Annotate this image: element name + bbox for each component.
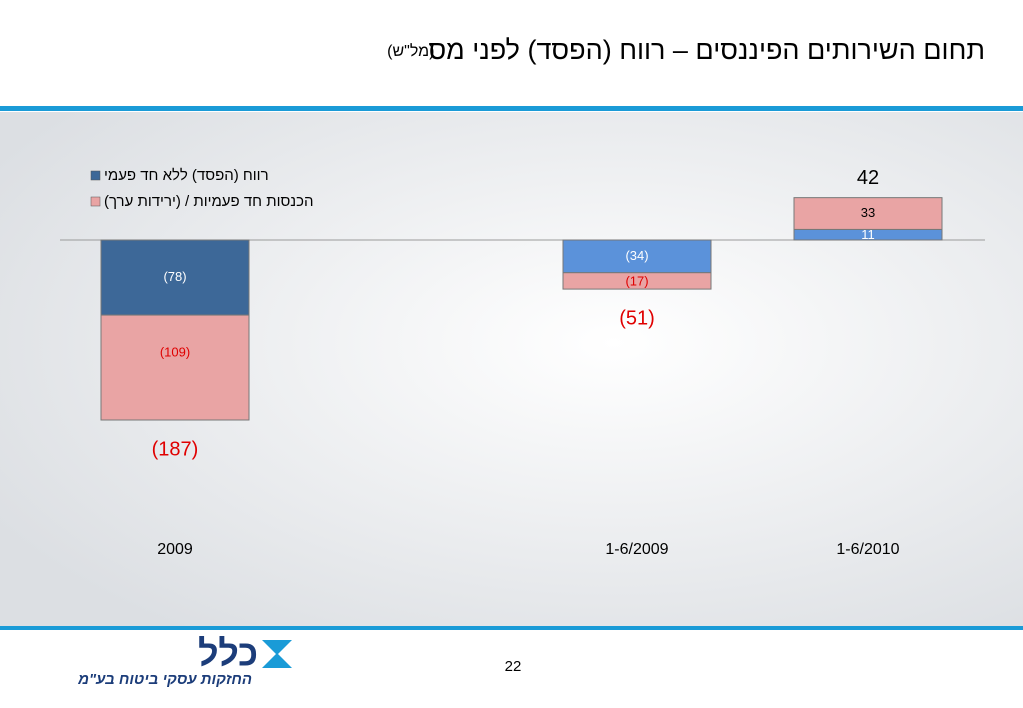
x-tick-label: 1-6/2009 bbox=[605, 541, 668, 558]
data-label: (34) bbox=[625, 248, 648, 263]
logo-text: כלל bbox=[198, 633, 258, 674]
legend-swatch bbox=[90, 196, 101, 207]
data-label: 33 bbox=[861, 205, 875, 220]
data-label: 11 bbox=[861, 227, 875, 242]
total-label: (187) bbox=[152, 438, 199, 460]
data-label: (78) bbox=[163, 269, 186, 284]
logo-icon bbox=[262, 640, 292, 668]
page-number: 22 bbox=[505, 658, 522, 675]
top-rule bbox=[0, 106, 1023, 111]
total-label: (51) bbox=[619, 307, 655, 329]
title-unit: (מל"ש) bbox=[387, 42, 434, 60]
bar-segment bbox=[562, 272, 712, 290]
x-tick-label: 1-6/2010 bbox=[836, 541, 899, 558]
legend-label: רווח (הפסד) ללא חד פעמי bbox=[104, 167, 269, 184]
data-label: (109) bbox=[160, 345, 190, 360]
company-name: החזקות עסקי ביטוח בע"מ bbox=[77, 671, 252, 688]
legend-swatch bbox=[90, 170, 101, 181]
data-label: (17) bbox=[625, 273, 648, 288]
bar-segment bbox=[100, 314, 250, 421]
total-label: 42 bbox=[857, 167, 879, 189]
bar-segment bbox=[793, 197, 943, 230]
bottom-rule bbox=[0, 626, 1023, 630]
legend-label: הכנסות חד פעמיות / (ירידות ערך) bbox=[104, 193, 314, 210]
x-tick-label: 2009 bbox=[157, 541, 193, 558]
logo: כלל החזקות עסקי ביטוח בע"מ bbox=[77, 633, 292, 688]
title-text: תחום השירותים הפיננסים – רווח (הפסד) לפנ… bbox=[428, 35, 985, 65]
slide-title: תחום השירותים הפיננסים – רווח (הפסד) לפנ… bbox=[387, 35, 985, 65]
